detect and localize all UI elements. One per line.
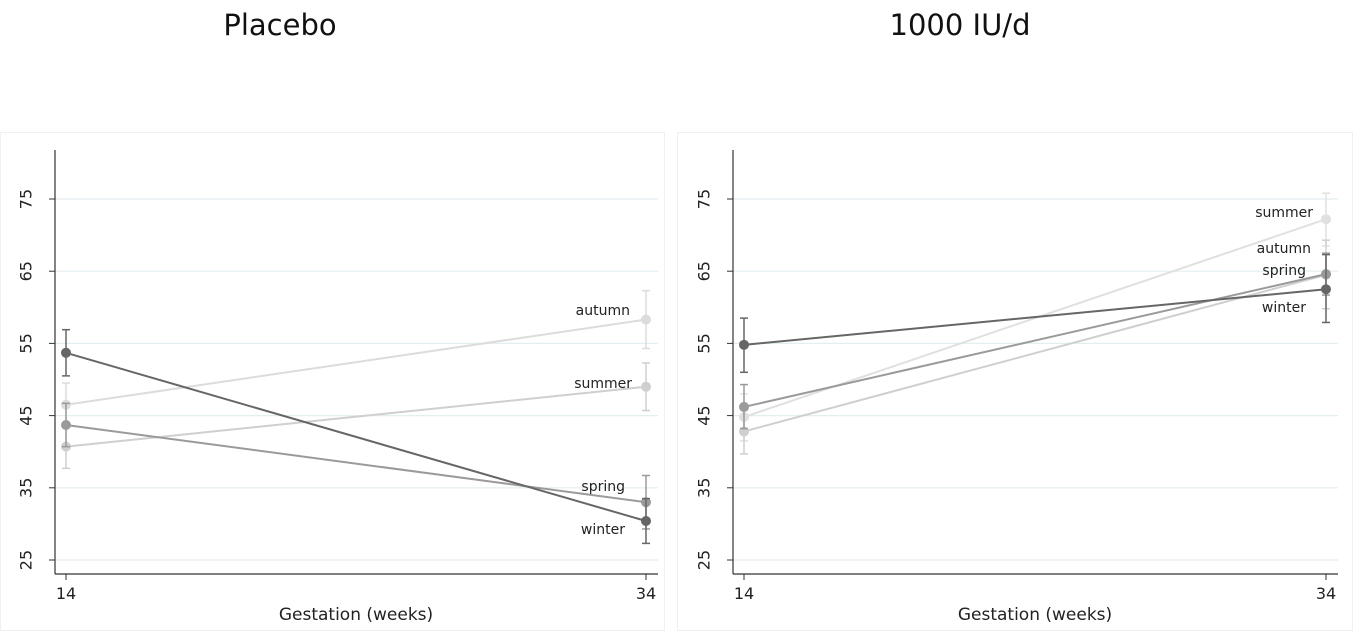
y-tick-label: 55 — [695, 333, 714, 353]
series-label-summer: summer — [1255, 205, 1313, 221]
series-label-summer: summer — [574, 376, 632, 392]
data-point-spring — [61, 419, 71, 430]
series-label-autumn: autumn — [576, 303, 630, 319]
data-point-winter — [641, 516, 651, 527]
panel-frame — [0, 132, 665, 631]
data-point-autumn — [641, 314, 651, 325]
chart-title-1000iu: 1000 IU/d — [889, 8, 1031, 42]
series-label-winter: winter — [581, 522, 625, 538]
x-axis-label: Gestation (weeks) — [279, 605, 433, 625]
series-line-winter — [743, 288, 1327, 346]
series-line-autumn — [743, 273, 1327, 433]
panel-frame — [677, 132, 1353, 631]
series-line-spring — [743, 273, 1327, 408]
series-line-winter — [65, 351, 647, 522]
data-point-spring — [739, 401, 749, 412]
data-point-winter — [739, 339, 749, 350]
data-point-summer — [641, 381, 651, 392]
series-label-spring: spring — [1262, 263, 1306, 279]
series-line-summer — [65, 385, 647, 448]
y-tick-label: 65 — [17, 261, 36, 281]
y-tick-label: 35 — [17, 478, 36, 498]
y-tick-label: 25 — [17, 550, 36, 570]
data-point-winter — [1321, 284, 1331, 295]
y-tick-label: 35 — [695, 478, 714, 498]
x-tick-label: 14 — [56, 584, 76, 603]
series-label-spring: spring — [581, 479, 625, 495]
y-tick-label: 65 — [695, 261, 714, 281]
data-point-winter — [61, 347, 71, 358]
y-tick-label: 75 — [17, 189, 36, 209]
y-tick-label: 25 — [695, 550, 714, 570]
x-tick-label: 34 — [636, 584, 656, 603]
data-point-summer — [1321, 214, 1331, 225]
y-tick-label: 45 — [695, 405, 714, 425]
chart-title-placebo: Placebo — [223, 8, 337, 42]
series-label-autumn: autumn — [1257, 241, 1311, 257]
y-tick-label: 45 — [17, 405, 36, 425]
x-tick-label: 14 — [734, 584, 754, 603]
x-tick-label: 34 — [1316, 584, 1336, 603]
x-axis-label: Gestation (weeks) — [958, 605, 1112, 625]
series-label-winter: winter — [1262, 300, 1306, 316]
y-tick-label: 55 — [17, 333, 36, 353]
series-line-spring — [65, 423, 647, 504]
y-tick-label: 75 — [695, 189, 714, 209]
series-line-autumn — [65, 318, 647, 406]
